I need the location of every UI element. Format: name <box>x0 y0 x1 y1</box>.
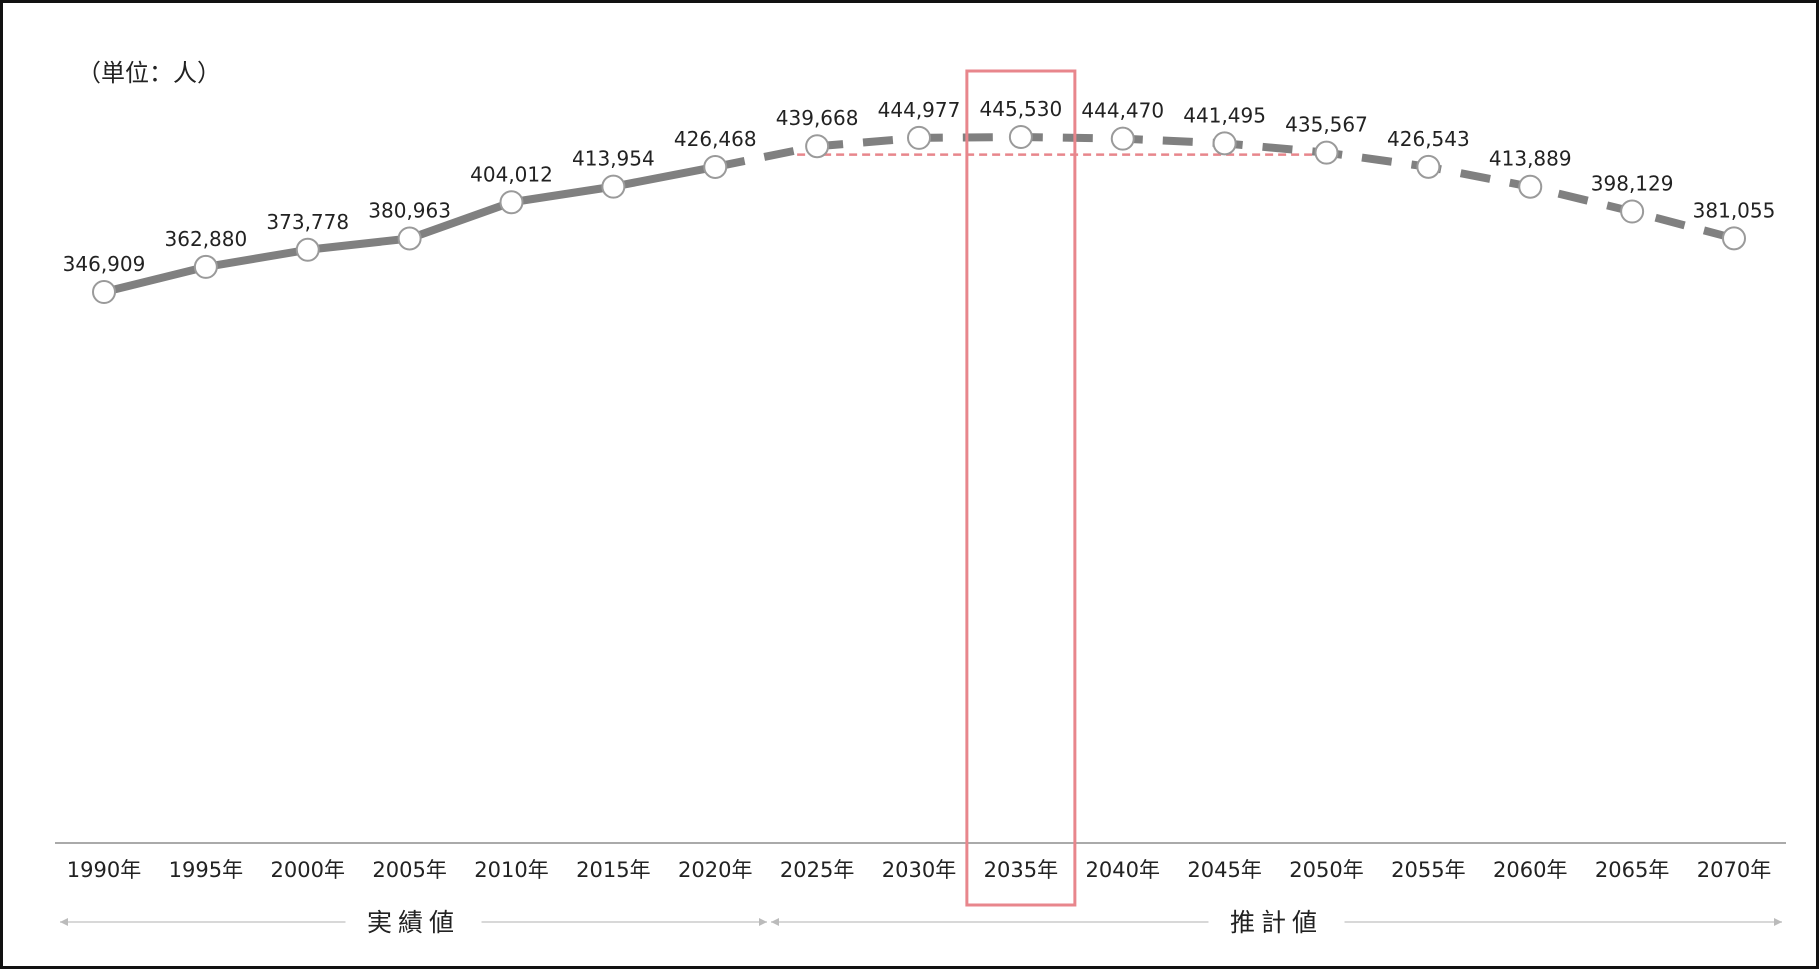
data-label: 380,963 <box>368 198 451 222</box>
data-label: 398,129 <box>1591 171 1674 195</box>
x-tick-label: 1995年 <box>169 858 243 882</box>
data-point <box>193 254 218 279</box>
period-actual-arrow-right <box>759 918 767 926</box>
data-point <box>92 280 116 304</box>
period-actual-label: 実績値 <box>367 908 460 937</box>
x-tick-label: 2020年 <box>678 858 752 882</box>
data-label: 444,977 <box>878 98 961 122</box>
highlight-box <box>965 69 1077 907</box>
data-label: 404,012 <box>470 162 553 186</box>
data-point <box>601 174 626 199</box>
x-tick-label: 2005年 <box>372 858 446 882</box>
data-point <box>805 134 830 159</box>
period-projected-arrow-right <box>1774 918 1782 926</box>
data-label: 426,468 <box>674 127 757 151</box>
data-label: 413,954 <box>572 147 655 171</box>
x-tick-label: 2060年 <box>1493 858 1567 882</box>
x-tick-label: 2000年 <box>271 858 345 882</box>
x-tick-label: 2035年 <box>984 858 1058 882</box>
data-label: 426,543 <box>1387 127 1470 151</box>
data-point <box>1620 199 1645 224</box>
x-tick-label: 1990年 <box>67 858 141 882</box>
x-tick-label: 2025年 <box>780 858 854 882</box>
period-projected-label: 推計値 <box>1230 908 1323 937</box>
unit-label: （単位：人） <box>77 59 221 87</box>
data-point <box>499 190 524 215</box>
data-point <box>1518 174 1543 199</box>
data-label: 445,530 <box>980 97 1063 121</box>
period-projected-arrow-left <box>771 918 779 926</box>
data-point <box>1212 131 1237 156</box>
data-label: 435,567 <box>1285 113 1368 137</box>
data-point <box>295 237 320 262</box>
data-label: 381,055 <box>1693 198 1776 222</box>
x-tick-label: 2055年 <box>1391 858 1465 882</box>
data-point <box>1416 154 1441 179</box>
data-point <box>1314 140 1339 165</box>
data-label: 444,470 <box>1081 99 1164 123</box>
data-label: 413,889 <box>1489 147 1572 171</box>
data-point <box>703 154 728 179</box>
x-tick-label: 2030年 <box>882 858 956 882</box>
data-point <box>397 226 422 251</box>
data-point <box>1008 125 1033 149</box>
data-point <box>1722 226 1746 251</box>
data-label: 373,778 <box>266 210 349 234</box>
x-tick-label: 2050年 <box>1289 858 1363 882</box>
x-tick-label: 2070年 <box>1697 858 1771 882</box>
data-label: 441,495 <box>1183 103 1266 127</box>
x-tick-label: 2045年 <box>1187 858 1261 882</box>
x-tick-label: 2010年 <box>474 858 548 882</box>
x-tick-label: 2040年 <box>1086 858 1160 882</box>
data-point <box>907 125 931 150</box>
data-label: 346,909 <box>63 252 146 276</box>
data-point <box>1110 126 1135 151</box>
period-actual-arrow-left <box>60 918 68 926</box>
data-label: 439,668 <box>776 106 859 130</box>
data-label: 362,880 <box>165 227 248 251</box>
x-tick-label: 2065年 <box>1595 858 1669 882</box>
line-chart: 346,909 362,880 373,778 380,963 404,012 413,9… <box>55 69 1786 937</box>
x-tick-label: 2015年 <box>576 858 650 882</box>
